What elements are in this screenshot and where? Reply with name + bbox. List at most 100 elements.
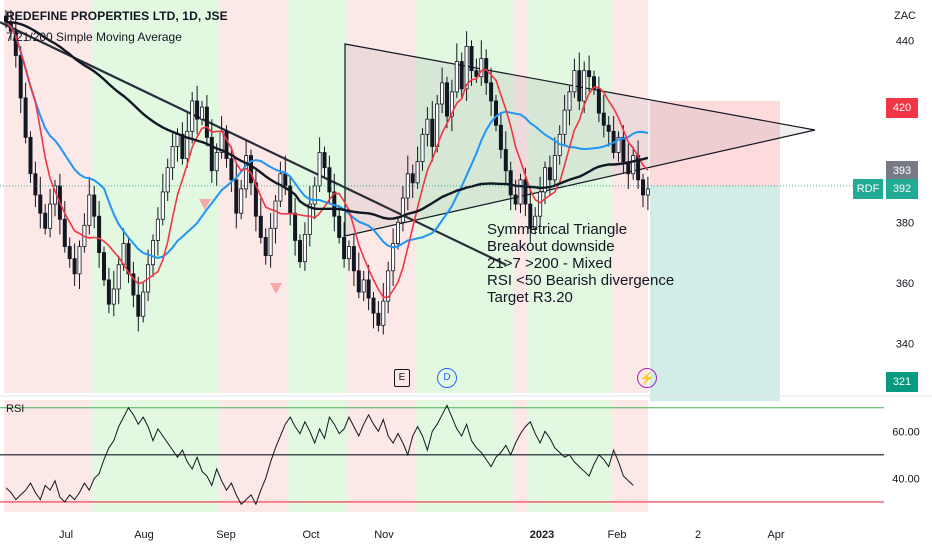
candle-body (273, 200, 278, 229)
candle-body (43, 212, 48, 229)
candle-body (395, 221, 400, 244)
rsi-regime-band (513, 400, 529, 512)
candle-body (508, 170, 513, 196)
candle-body (185, 130, 190, 159)
candle-body (180, 133, 185, 159)
candle-body (263, 237, 268, 257)
candle-body (572, 70, 577, 93)
candle-body (102, 252, 107, 281)
candle-body (239, 188, 244, 214)
candle-body (371, 297, 376, 314)
rsi-pane-label[interactable]: RSI (6, 403, 25, 415)
annotation-line: Symmetrical Triangle (487, 221, 628, 238)
candle-body (366, 279, 371, 299)
candle-body (361, 279, 366, 293)
candle-body (116, 264, 121, 290)
candle-body (587, 70, 592, 78)
candle-body (376, 312, 381, 326)
candle-body (317, 152, 322, 187)
candle-body (547, 167, 552, 181)
candle-body (327, 167, 332, 193)
candle-body (381, 300, 386, 326)
candle-body (106, 279, 111, 305)
target-high-price-tag: 420 (886, 98, 918, 118)
time-tick-label: Nov (374, 529, 394, 541)
candle-body (592, 76, 597, 90)
downtrend-line (0, 21, 507, 266)
candle-body (493, 100, 498, 126)
candle-body (351, 246, 356, 272)
regime-band (4, 0, 93, 393)
rsi-tick-label: 60.00 (892, 426, 920, 438)
candle-body (606, 124, 611, 132)
candle-body (601, 112, 606, 126)
candle-body (258, 215, 263, 238)
candle-body (337, 215, 342, 238)
candle-body (440, 82, 445, 105)
time-tick-label: 2 (695, 529, 701, 541)
annotation-line: 21>7 >200 - Mixed (487, 255, 613, 272)
rsi-regime-band (219, 400, 289, 512)
candle-body (631, 155, 636, 175)
regime-band (347, 0, 416, 393)
candle-body (38, 194, 43, 214)
candle-body (190, 100, 195, 132)
candle-body (293, 212, 298, 241)
candle-body (268, 227, 273, 257)
rsi-tick-label: 40.00 (892, 473, 920, 485)
candle-body (567, 91, 572, 111)
candle-body (312, 185, 317, 205)
candle-body (420, 133, 425, 163)
candle-body (596, 88, 601, 114)
candle-body (302, 234, 307, 263)
ma-price-tag: 393 (886, 161, 918, 181)
candle-body (307, 203, 312, 235)
earnings-event-icon[interactable]: E (394, 369, 410, 387)
candle-body (454, 61, 459, 93)
candle-body (155, 218, 160, 241)
candle-body (386, 270, 391, 302)
annotation-line: RSI <50 Bearish divergence (487, 272, 675, 289)
candle-body (405, 173, 410, 199)
candle-body (62, 218, 67, 247)
dividend-event-icon[interactable]: D (437, 368, 457, 388)
candle-body (23, 97, 28, 138)
candle-body (170, 146, 175, 169)
analysis-annotation: Symmetrical Triangle Breakout downside 2… (487, 221, 674, 306)
candle-body (209, 136, 214, 172)
time-tick-label: Oct (302, 529, 319, 541)
price-tick-label: 360 (896, 278, 914, 290)
candle-body (435, 103, 440, 147)
rsi-regime-band (92, 400, 220, 512)
target-zone (650, 185, 780, 402)
regime-band (288, 0, 347, 393)
candle-body (513, 194, 518, 205)
rsi-regime-band (611, 400, 648, 512)
time-tick-label: Aug (134, 529, 154, 541)
candle-body (195, 100, 200, 120)
time-tick-label: Jul (59, 529, 73, 541)
time-tick-label: Apr (767, 529, 784, 541)
candle-body (498, 124, 503, 150)
candle-body (141, 291, 146, 317)
indicator-legend[interactable]: 7/21/200 Simple Moving Average (6, 30, 182, 44)
candle-body (621, 136, 626, 163)
candle-body (528, 203, 533, 229)
candle-body (645, 188, 650, 196)
candle-body (430, 118, 435, 147)
target-low-price-tag: 321 (886, 372, 918, 392)
candle-body (479, 58, 484, 78)
symbol-title[interactable]: REDEFINE PROPERTIES LTD, 1D, JSE (6, 9, 228, 23)
candle-body (278, 173, 283, 202)
candle-body (28, 136, 33, 175)
candle-body (297, 240, 302, 263)
candle-body (543, 167, 548, 193)
rsi-regime-band (4, 400, 93, 512)
lightning-event-icon[interactable]: ⚡ (637, 368, 657, 388)
candle-body (160, 191, 165, 220)
currency-label: ZAC (894, 10, 916, 22)
candle-body (234, 179, 239, 214)
candle-body (444, 82, 449, 117)
